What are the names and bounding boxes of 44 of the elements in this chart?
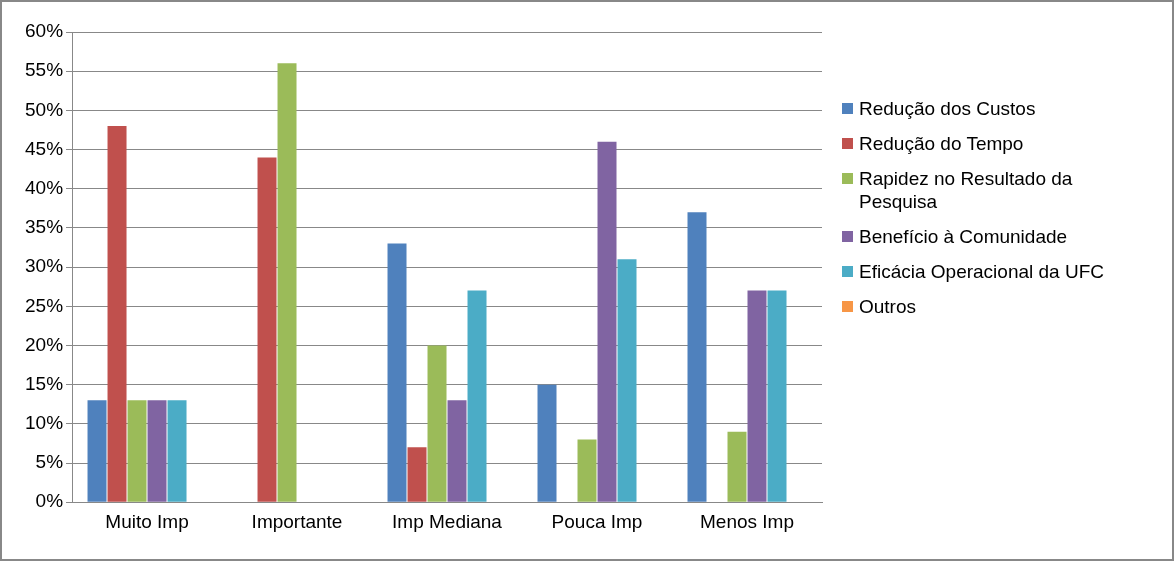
y-tick-label: 25% (25, 294, 64, 316)
y-tick-label: 35% (25, 216, 64, 238)
legend-label: Eficácia Operacional da UFC (859, 260, 1104, 283)
x-tick-label: Importante (251, 510, 343, 532)
bar (107, 126, 127, 502)
y-tick-label: 50% (25, 98, 64, 120)
legend-label: Rapidez no Resultado da Pesquisa (859, 167, 1074, 213)
bar (767, 290, 787, 502)
y-tick-label: 15% (25, 372, 64, 394)
bar (257, 157, 277, 502)
bar (407, 447, 427, 502)
bar (467, 290, 487, 502)
bar (387, 243, 407, 502)
bar (167, 400, 187, 502)
x-tick-label: Menos Imp (700, 510, 794, 532)
bar (747, 290, 767, 502)
legend-label: Redução do Tempo (859, 132, 1024, 155)
x-tick-label: Pouca Imp (551, 510, 643, 532)
bar (127, 400, 147, 502)
bar (687, 212, 707, 502)
y-tick-label: 60% (25, 20, 64, 42)
x-tick-label: Imp Mediana (392, 510, 503, 532)
y-tick-label: 5% (35, 451, 64, 473)
bar (87, 400, 107, 502)
x-tick-label: Muito Imp (105, 510, 189, 532)
y-tick-label: 30% (25, 255, 64, 277)
y-tick-label: 10% (25, 412, 64, 434)
bar (617, 259, 637, 502)
legend-label: Benefício à Comunidade (859, 225, 1068, 248)
y-tick-label: 45% (25, 137, 64, 159)
bar (147, 400, 167, 502)
bar (277, 63, 297, 502)
bar (427, 345, 447, 502)
y-tick-label: 55% (25, 59, 64, 81)
bar (577, 439, 597, 502)
bar (727, 431, 747, 502)
bar (447, 400, 467, 502)
y-tick-label: 20% (25, 333, 64, 355)
bar (597, 141, 617, 502)
y-tick-label: 0% (35, 490, 64, 512)
bar (537, 384, 557, 502)
legend-label: Outros (859, 295, 917, 318)
y-tick-label: 40% (25, 176, 64, 198)
legend-label: Redução dos Custos (859, 97, 1036, 120)
